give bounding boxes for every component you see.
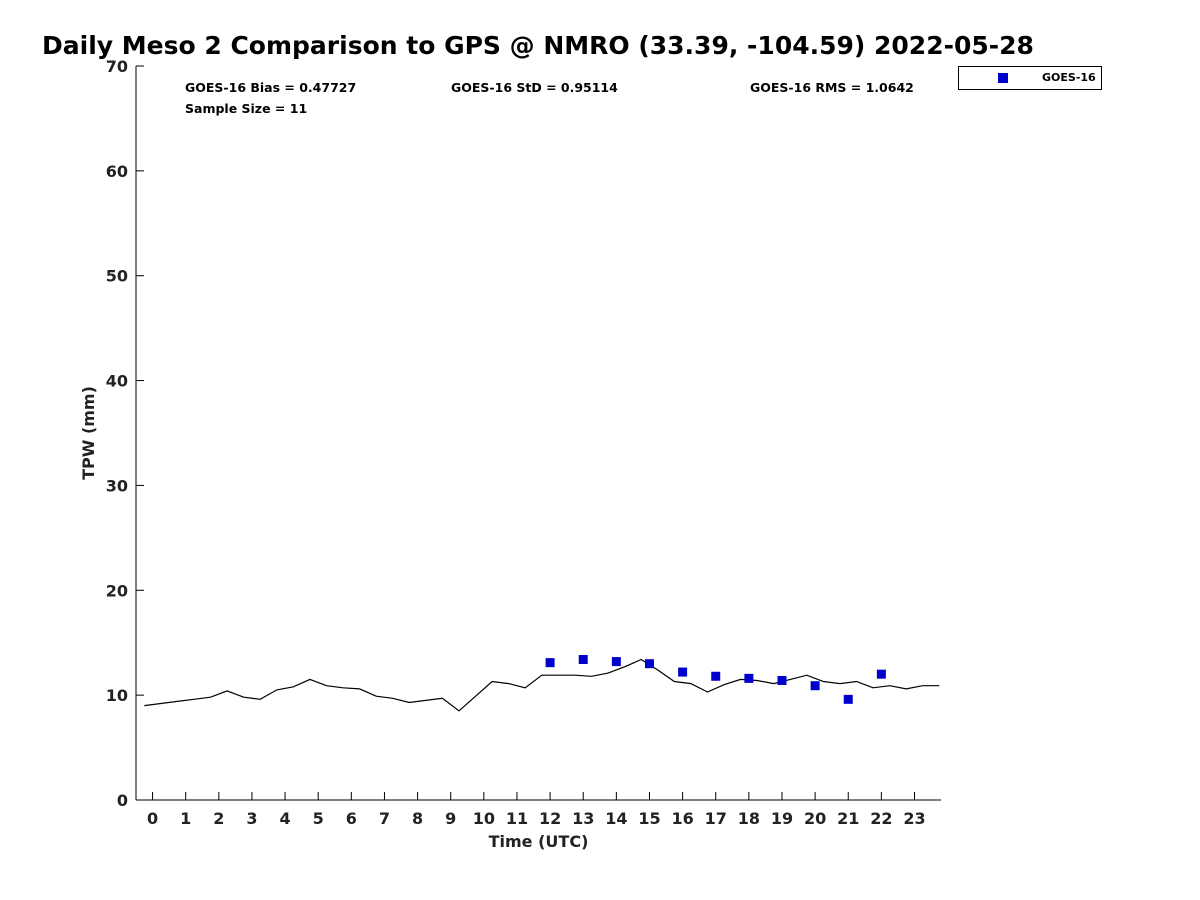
x-tick-label: 2 xyxy=(213,809,224,828)
goes-16-point xyxy=(876,669,886,679)
x-tick-label: 7 xyxy=(379,809,390,828)
goes-16-point xyxy=(711,671,721,681)
y-tick-label: 20 xyxy=(106,581,128,600)
y-tick-label: 40 xyxy=(106,372,128,391)
axes xyxy=(135,66,941,801)
gps-line-series xyxy=(144,658,940,712)
x-tick-label: 11 xyxy=(506,809,528,828)
legend-marker xyxy=(998,73,1008,83)
legend-box xyxy=(958,66,1102,90)
x-tick-label: 23 xyxy=(903,809,925,828)
x-tick-label: 14 xyxy=(605,809,627,828)
std-stat: GOES-16 StD = 0.95114 xyxy=(451,80,618,95)
bias-stat: GOES-16 Bias = 0.47727 xyxy=(185,80,356,95)
x-tick-label: 3 xyxy=(246,809,257,828)
goes-16-point xyxy=(810,681,820,691)
x-tick-label: 16 xyxy=(671,809,693,828)
x-tick-label: 22 xyxy=(870,809,892,828)
x-axis-label: Time (UTC) xyxy=(489,832,589,851)
y-tick-label: 30 xyxy=(106,476,128,495)
rms-stat: GOES-16 RMS = 1.0642 xyxy=(750,80,914,95)
goes-16-point xyxy=(678,667,688,677)
x-tick-label: 0 xyxy=(147,809,158,828)
y-tick-label: 0 xyxy=(117,791,128,810)
y-axis-label: TPW (mm) xyxy=(79,386,98,480)
legend-label: GOES-16 xyxy=(1042,71,1096,84)
goes-16-point xyxy=(578,654,588,664)
x-tick-label: 8 xyxy=(412,809,423,828)
x-tick-label: 21 xyxy=(837,809,859,828)
x-tick-label: 20 xyxy=(804,809,826,828)
x-tick-label: 19 xyxy=(771,809,793,828)
goes-16-point xyxy=(611,657,621,667)
legend: GOES-16 xyxy=(958,66,1102,90)
sample-size-stat: Sample Size = 11 xyxy=(185,101,307,116)
x-tick-label: 13 xyxy=(572,809,594,828)
x-tick-label: 12 xyxy=(539,809,561,828)
x-tick-label: 4 xyxy=(280,809,291,828)
y-tick-label: 10 xyxy=(106,686,128,705)
x-tick-label: 15 xyxy=(638,809,660,828)
x-tick-label: 6 xyxy=(346,809,357,828)
x-tick-label: 18 xyxy=(738,809,760,828)
chart-title: Daily Meso 2 Comparison to GPS @ NMRO (3… xyxy=(42,31,1034,60)
goes-16-point xyxy=(545,658,555,668)
goes-16-points xyxy=(545,654,886,704)
x-tick-label: 17 xyxy=(705,809,727,828)
goes-16-point xyxy=(843,694,853,704)
goes-16-point xyxy=(777,675,787,685)
x-tick-label: 10 xyxy=(473,809,495,828)
x-tick-label: 1 xyxy=(180,809,191,828)
y-tick-label: 70 xyxy=(106,57,128,76)
gps-line xyxy=(144,658,940,712)
x-tick-label: 5 xyxy=(313,809,324,828)
goes-16-point xyxy=(644,659,654,669)
x-tick-label: 9 xyxy=(445,809,456,828)
y-tick-label: 50 xyxy=(106,267,128,286)
y-tick-label: 60 xyxy=(106,162,128,181)
goes-16-point xyxy=(744,673,754,683)
